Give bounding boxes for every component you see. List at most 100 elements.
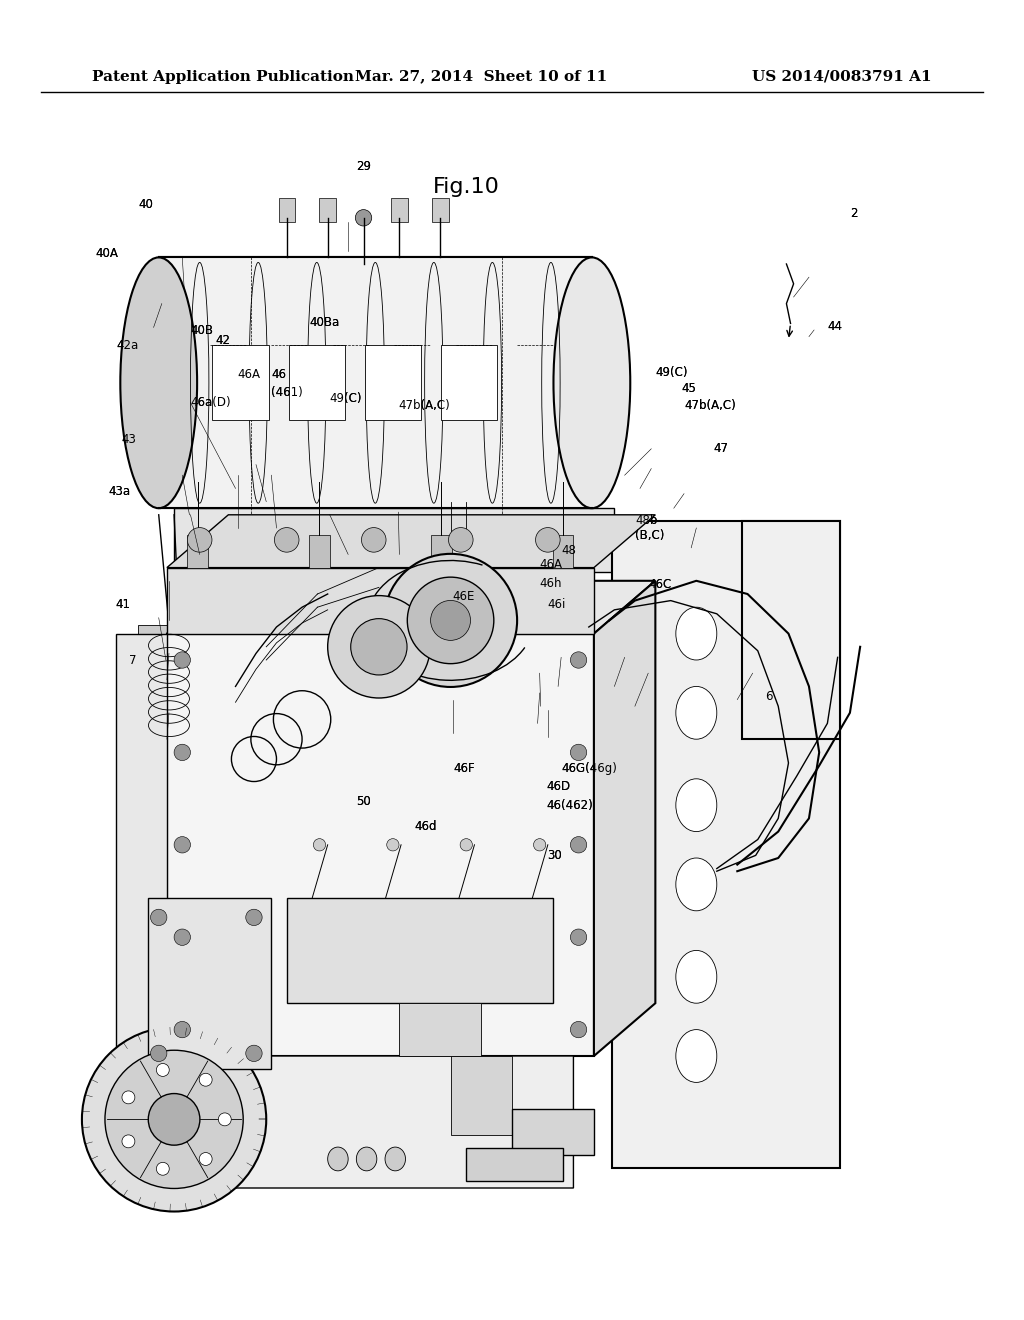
Circle shape xyxy=(157,1064,169,1076)
Text: 2: 2 xyxy=(850,207,857,220)
Text: 47: 47 xyxy=(714,442,729,455)
Text: 46: 46 xyxy=(271,368,287,381)
Text: 46(462): 46(462) xyxy=(547,799,594,812)
Bar xyxy=(391,198,408,222)
Bar xyxy=(116,634,167,1056)
Bar xyxy=(143,717,195,727)
Text: 47: 47 xyxy=(714,442,729,455)
Ellipse shape xyxy=(676,779,717,832)
Bar xyxy=(431,535,452,568)
Text: 47b(A,C): 47b(A,C) xyxy=(398,399,451,412)
Circle shape xyxy=(355,210,372,226)
Text: 46a(D): 46a(D) xyxy=(190,396,231,409)
Bar xyxy=(167,634,594,1056)
Ellipse shape xyxy=(385,1147,406,1171)
Circle shape xyxy=(218,1113,231,1126)
Circle shape xyxy=(387,838,399,851)
Bar xyxy=(287,898,553,1003)
Text: 44: 44 xyxy=(827,319,843,333)
Circle shape xyxy=(384,554,517,686)
Circle shape xyxy=(274,528,299,552)
Text: 46d: 46d xyxy=(415,820,437,833)
Text: 40: 40 xyxy=(138,198,154,211)
Circle shape xyxy=(174,929,190,945)
Text: 48: 48 xyxy=(561,544,577,557)
Text: 42a: 42a xyxy=(116,339,138,352)
Circle shape xyxy=(570,929,587,945)
Bar xyxy=(148,898,271,1069)
Text: (B,C): (B,C) xyxy=(635,529,665,543)
Polygon shape xyxy=(594,581,655,1056)
Text: 46E: 46E xyxy=(453,590,475,603)
Text: 48b: 48b xyxy=(635,513,657,527)
Ellipse shape xyxy=(553,257,630,508)
Ellipse shape xyxy=(676,607,717,660)
Bar xyxy=(466,1148,563,1181)
Bar xyxy=(138,624,200,635)
Circle shape xyxy=(151,909,167,925)
Bar xyxy=(612,521,840,1168)
Polygon shape xyxy=(164,1056,573,1188)
Text: 40B: 40B xyxy=(190,323,213,337)
Circle shape xyxy=(157,1163,169,1175)
Ellipse shape xyxy=(676,950,717,1003)
Circle shape xyxy=(246,1045,262,1061)
Text: Fig.10: Fig.10 xyxy=(432,177,500,198)
Text: 7: 7 xyxy=(129,653,136,667)
Bar xyxy=(159,257,592,508)
Circle shape xyxy=(122,1090,135,1104)
Text: 43a: 43a xyxy=(108,484,130,498)
Text: 43: 43 xyxy=(121,433,136,446)
Text: 44: 44 xyxy=(827,319,843,333)
Circle shape xyxy=(361,528,386,552)
Text: 41: 41 xyxy=(115,598,130,611)
Text: 46A: 46A xyxy=(540,558,562,572)
Text: 42: 42 xyxy=(215,334,230,347)
Text: 49(C): 49(C) xyxy=(655,366,688,379)
Text: 46d: 46d xyxy=(415,820,437,833)
Circle shape xyxy=(82,1027,266,1212)
Text: 47b(A,C): 47b(A,C) xyxy=(684,399,736,412)
Text: 40A: 40A xyxy=(95,247,118,260)
Text: 49(C): 49(C) xyxy=(330,392,362,405)
Text: 2: 2 xyxy=(850,207,857,220)
Text: 46G(46g): 46G(46g) xyxy=(561,762,617,775)
Text: 42: 42 xyxy=(215,334,230,347)
Circle shape xyxy=(430,601,471,640)
Text: 47b(A,C): 47b(A,C) xyxy=(398,399,451,412)
Text: 43: 43 xyxy=(121,433,136,446)
Text: 49(C): 49(C) xyxy=(655,366,688,379)
Text: (461): (461) xyxy=(271,385,303,399)
Text: 6: 6 xyxy=(765,690,772,704)
Text: 46h: 46h xyxy=(540,577,562,590)
Text: 48b: 48b xyxy=(635,513,657,527)
Circle shape xyxy=(350,619,408,675)
Text: 45: 45 xyxy=(681,381,696,395)
Circle shape xyxy=(200,1073,212,1086)
Text: Patent Application Publication: Patent Application Publication xyxy=(92,70,354,83)
Circle shape xyxy=(151,1045,167,1061)
Circle shape xyxy=(122,1135,135,1148)
Bar xyxy=(432,198,449,222)
Circle shape xyxy=(534,838,546,851)
Text: 7: 7 xyxy=(129,653,136,667)
Ellipse shape xyxy=(676,1030,717,1082)
Bar xyxy=(399,1003,481,1056)
Circle shape xyxy=(536,528,560,552)
Text: 30: 30 xyxy=(547,849,561,862)
Circle shape xyxy=(570,652,587,668)
Circle shape xyxy=(105,1051,244,1188)
Bar xyxy=(553,535,573,568)
Text: 46C: 46C xyxy=(648,578,672,591)
Text: 29: 29 xyxy=(356,160,371,173)
Bar xyxy=(279,198,295,222)
Circle shape xyxy=(174,744,190,760)
Bar xyxy=(213,346,268,420)
Text: 49(C): 49(C) xyxy=(330,392,362,405)
Circle shape xyxy=(313,838,326,851)
Text: 48: 48 xyxy=(561,544,577,557)
Bar xyxy=(167,568,594,634)
Text: 46A: 46A xyxy=(238,368,260,381)
Text: US 2014/0083791 A1: US 2014/0083791 A1 xyxy=(753,70,932,83)
Polygon shape xyxy=(167,515,655,568)
